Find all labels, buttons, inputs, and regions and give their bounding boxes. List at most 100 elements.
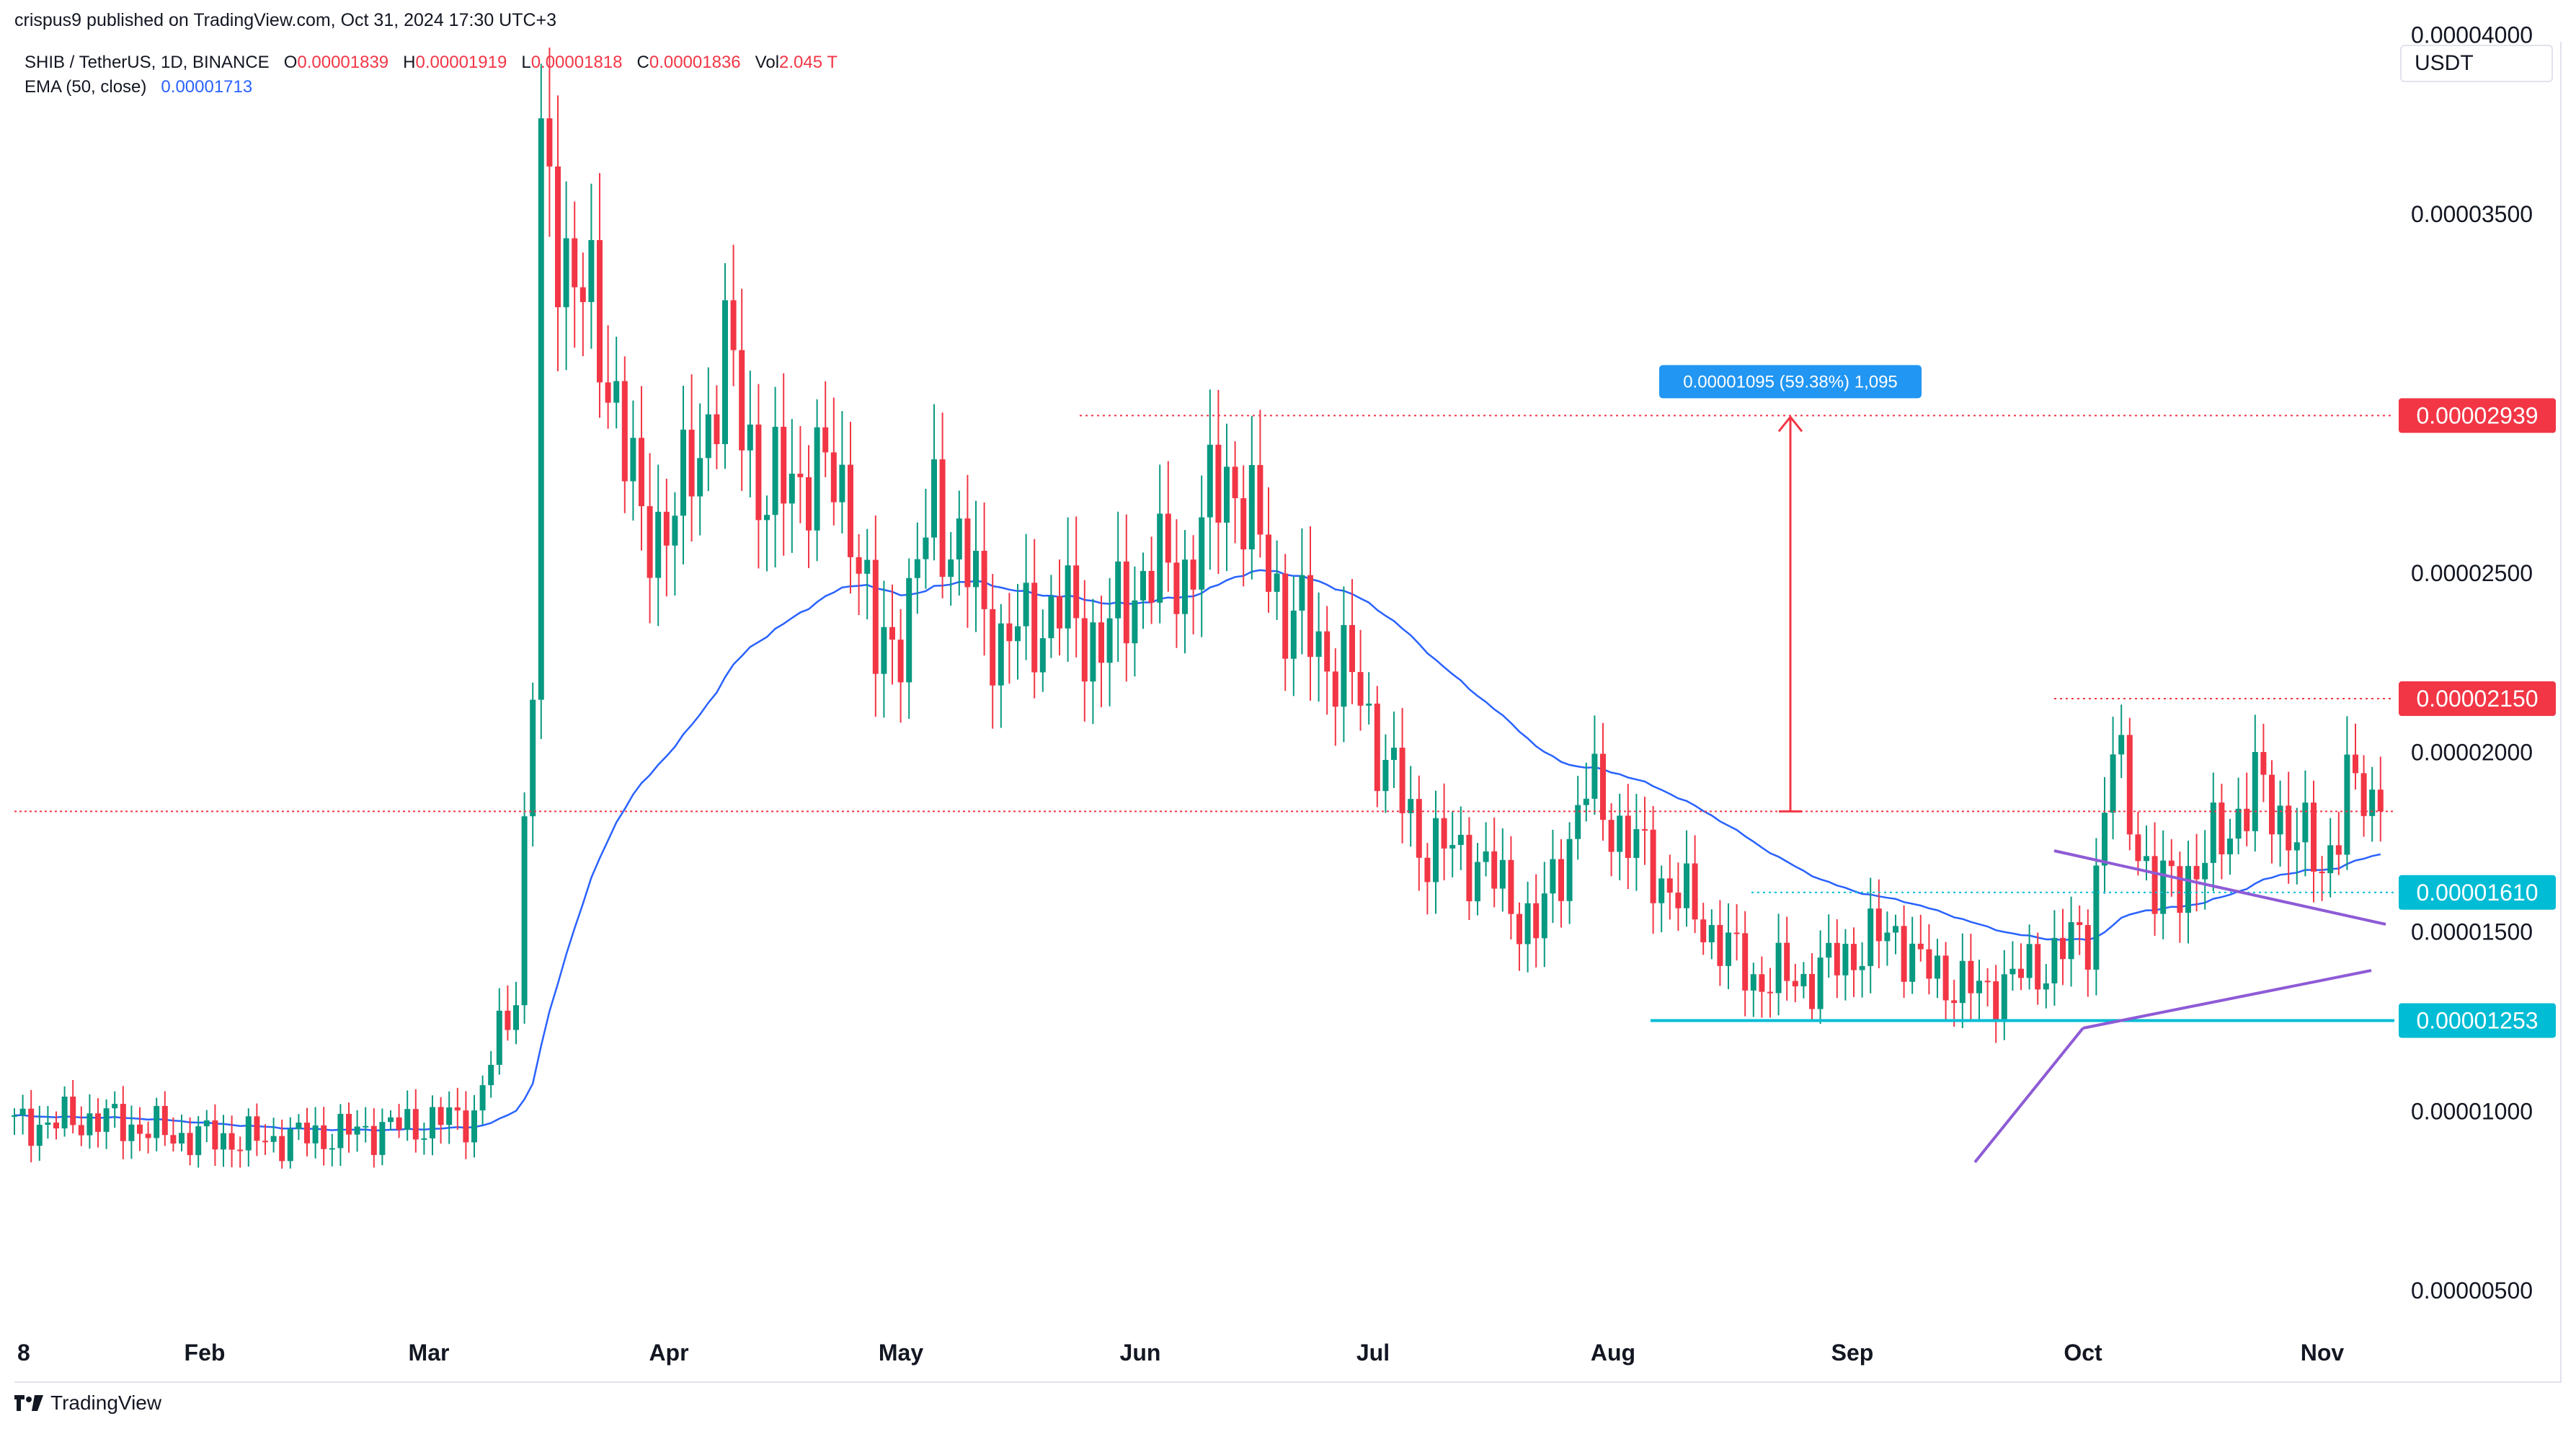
candle-body bbox=[1165, 513, 1171, 563]
candle-body bbox=[1742, 933, 1749, 991]
candle-body bbox=[655, 511, 662, 578]
candle-body bbox=[1541, 893, 1547, 939]
candle-body bbox=[1382, 760, 1389, 792]
candle-body bbox=[2260, 752, 2267, 775]
candle-body bbox=[998, 623, 1004, 686]
candle-body bbox=[86, 1113, 93, 1136]
candle-body bbox=[2185, 866, 2191, 913]
candle-body bbox=[848, 464, 853, 557]
candle-body bbox=[1341, 624, 1347, 707]
candle-body bbox=[1048, 596, 1054, 639]
y-tick-label: 0.00001500 bbox=[2411, 919, 2533, 945]
candle-body bbox=[906, 578, 912, 683]
candle-body bbox=[279, 1136, 285, 1162]
candle-body bbox=[2135, 834, 2141, 862]
candle-body bbox=[647, 506, 653, 578]
candle-body bbox=[287, 1128, 293, 1162]
low-label: L bbox=[521, 53, 531, 72]
candle-body bbox=[1817, 957, 1824, 1009]
symbol-label[interactable]: SHIB / TetherUS, 1D, BINANCE bbox=[25, 53, 270, 72]
candle-body bbox=[1708, 924, 1715, 942]
candle-body bbox=[354, 1126, 360, 1135]
candle-body bbox=[270, 1136, 277, 1142]
x-tick-label: Mar bbox=[409, 1340, 450, 1366]
candle-body bbox=[2377, 789, 2384, 812]
currency-selector[interactable]: USDT bbox=[2400, 45, 2553, 82]
tradingview-brand[interactable]: TradingView bbox=[14, 1392, 161, 1415]
candle-body bbox=[764, 515, 770, 521]
candle-body bbox=[981, 550, 987, 609]
tradingview-logo-icon bbox=[14, 1395, 43, 1411]
candle-body bbox=[1449, 844, 1456, 849]
candle-body bbox=[530, 699, 536, 817]
candle-body bbox=[1508, 859, 1514, 914]
candle-body bbox=[1399, 748, 1405, 813]
candle-body bbox=[1173, 562, 1180, 614]
candle-body bbox=[630, 438, 636, 482]
candle-body bbox=[1240, 497, 1247, 549]
candle-body bbox=[1106, 618, 1113, 663]
x-tick-label: Apr bbox=[649, 1340, 688, 1366]
candle-body bbox=[2093, 865, 2100, 970]
candle-body bbox=[1759, 974, 1765, 992]
price-tag-label: 0.00002939 bbox=[2416, 402, 2538, 428]
candle-body bbox=[1290, 610, 1297, 659]
candle-body bbox=[1784, 942, 1790, 981]
support-trendline bbox=[2082, 969, 2372, 1030]
candle-body bbox=[1684, 863, 1689, 908]
candle-body bbox=[304, 1123, 310, 1143]
candle-body bbox=[2202, 862, 2208, 880]
candle-body bbox=[1834, 942, 1840, 975]
candle-body bbox=[1248, 464, 1255, 549]
candle-body bbox=[2235, 808, 2242, 839]
candle-body bbox=[70, 1096, 76, 1125]
candle-body bbox=[1199, 517, 1205, 590]
candle-body bbox=[1366, 703, 1372, 706]
candle-body bbox=[639, 438, 644, 507]
candle-body bbox=[688, 429, 695, 497]
price-tag-label: 0.00001253 bbox=[2416, 1007, 2538, 1033]
x-tick-label: Jun bbox=[1120, 1340, 1161, 1366]
candle-body bbox=[137, 1124, 143, 1134]
candle-body bbox=[1090, 622, 1096, 682]
y-tick-label: 0.00002500 bbox=[2411, 560, 2533, 586]
candle-body bbox=[914, 559, 920, 578]
candle-body bbox=[605, 382, 611, 403]
candle-body bbox=[948, 559, 954, 578]
candle-body bbox=[1859, 965, 1865, 970]
candle-body bbox=[1132, 600, 1138, 644]
candle-body bbox=[1608, 820, 1615, 852]
candle-body bbox=[1600, 753, 1606, 820]
axis-layer: 0.00000500 0.00001000 0.00001500 0.00002000… bbox=[17, 22, 2533, 1366]
candle-body bbox=[2210, 802, 2216, 863]
candle-body bbox=[1942, 955, 1949, 1001]
candle-body bbox=[237, 1149, 244, 1151]
candle-body bbox=[2319, 871, 2325, 874]
candle-body bbox=[479, 1085, 486, 1111]
candle-body bbox=[28, 1108, 35, 1146]
price-tag bbox=[2399, 1003, 2556, 1038]
candle-body bbox=[221, 1133, 226, 1150]
candle-body bbox=[889, 627, 895, 640]
volume-value: 2.045 T bbox=[779, 53, 838, 72]
candle-body bbox=[1023, 583, 1029, 627]
candle-body bbox=[2219, 802, 2225, 854]
candle-body bbox=[438, 1107, 444, 1125]
candle-body bbox=[1625, 815, 1631, 858]
candle-body bbox=[505, 1010, 511, 1030]
candle-body bbox=[1224, 466, 1230, 523]
candle-body bbox=[1299, 575, 1305, 611]
candle-body bbox=[2277, 805, 2283, 835]
candle-body bbox=[2151, 856, 2158, 914]
candle-body bbox=[128, 1124, 135, 1141]
brand-label: TradingView bbox=[50, 1392, 162, 1414]
candle-body bbox=[613, 381, 620, 403]
candle-body bbox=[296, 1123, 302, 1129]
candle-body bbox=[329, 1148, 335, 1150]
ema-label[interactable]: EMA (50, close) bbox=[25, 77, 147, 97]
candle-body bbox=[1809, 973, 1815, 1009]
candle-body bbox=[312, 1125, 319, 1143]
candle-body bbox=[379, 1122, 386, 1155]
candle-body bbox=[1566, 839, 1573, 901]
